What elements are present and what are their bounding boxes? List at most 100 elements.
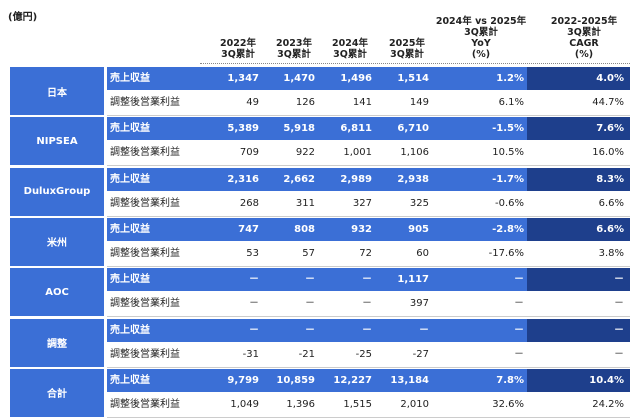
value-cell: 922 xyxy=(295,147,315,159)
value-cell: 149 xyxy=(409,97,429,108)
value-cell: － xyxy=(362,324,372,336)
row-label: 売上収益 xyxy=(110,173,150,185)
value-cell: － xyxy=(514,274,524,286)
value-cell: － xyxy=(514,298,524,310)
row-rule xyxy=(107,115,630,116)
column-header: 2024年 vs 2025年 xyxy=(435,16,527,27)
value-cell: 327 xyxy=(352,197,372,209)
value-cell: 1,396 xyxy=(286,398,315,410)
column-header: YoY xyxy=(471,38,491,49)
value-cell: 932 xyxy=(351,223,372,235)
value-cell: -0.6% xyxy=(494,197,524,209)
column-header: 3Q累計 xyxy=(390,49,424,60)
cagr-band xyxy=(527,368,630,392)
value-cell: 1,001 xyxy=(343,147,372,159)
column-header: 3Q累計 xyxy=(221,49,255,60)
column-header: 2023年 xyxy=(276,38,312,49)
value-cell: 1,470 xyxy=(283,73,315,84)
value-cell: -1.7% xyxy=(492,173,524,185)
row-label: 調整後営業利益 xyxy=(110,298,180,310)
column-header: CAGR xyxy=(569,38,599,49)
segment-name: 調整 xyxy=(10,318,104,367)
value-cell: 126 xyxy=(295,97,315,108)
cagr-band xyxy=(527,167,630,191)
segment-name: 合計 xyxy=(10,368,104,417)
value-cell: － xyxy=(614,298,624,310)
row-label: 売上収益 xyxy=(110,73,150,84)
column-header: 2025年 xyxy=(389,38,425,49)
value-cell: 905 xyxy=(408,223,429,235)
value-cell: 5,918 xyxy=(283,123,315,135)
value-cell: 24.2% xyxy=(592,398,624,410)
row-rule xyxy=(107,215,630,217)
value-cell: 2,316 xyxy=(227,173,259,185)
value-cell: 1,515 xyxy=(343,398,372,410)
value-cell: 1,106 xyxy=(400,147,429,159)
value-cell: － xyxy=(305,298,315,310)
cagr-band xyxy=(527,117,630,141)
column-header: 3Q累計 xyxy=(567,27,601,38)
row-label: 調整後営業利益 xyxy=(110,398,180,410)
column-header: (%) xyxy=(574,49,594,60)
value-cell: 57 xyxy=(302,247,315,259)
value-cell: 6.6% xyxy=(598,197,624,209)
row-label: 売上収益 xyxy=(110,374,150,386)
value-cell: 311 xyxy=(295,197,315,209)
segment-name: 米州 xyxy=(10,217,104,266)
row-rule xyxy=(107,165,630,167)
value-cell: － xyxy=(362,298,372,310)
value-cell: 808 xyxy=(294,223,315,235)
value-cell: － xyxy=(614,274,624,286)
column-header: 3Q累計 xyxy=(277,49,311,60)
value-cell: 1,347 xyxy=(227,73,259,84)
value-cell: 4.0% xyxy=(596,73,624,84)
value-cell: 6.6% xyxy=(596,223,624,235)
column-header: 2022-2025年 xyxy=(550,16,618,27)
value-cell: 10.5% xyxy=(492,147,524,159)
value-cell: － xyxy=(249,298,259,310)
row-band xyxy=(107,318,527,342)
value-cell: 2,989 xyxy=(340,173,372,185)
value-cell: 6,811 xyxy=(340,123,372,135)
value-cell: -25 xyxy=(355,348,372,360)
value-cell: 6,710 xyxy=(397,123,429,135)
column-header: (%) xyxy=(471,49,491,60)
row-label: 売上収益 xyxy=(110,223,150,235)
row-label: 調整後営業利益 xyxy=(110,97,180,108)
value-cell: 2,662 xyxy=(283,173,315,185)
column-header: 3Q累計 xyxy=(464,27,498,38)
value-cell: -31 xyxy=(242,348,259,360)
row-rule xyxy=(107,366,630,368)
value-cell: － xyxy=(514,348,524,360)
value-cell: 72 xyxy=(359,247,372,259)
value-cell: 16.0% xyxy=(592,147,624,159)
value-cell: -27 xyxy=(412,348,429,360)
value-cell: － xyxy=(614,324,624,336)
value-cell: 12,227 xyxy=(333,374,372,386)
value-cell: 1.2% xyxy=(496,73,524,84)
row-label: 調整後営業利益 xyxy=(110,348,180,360)
row-band xyxy=(107,368,527,392)
value-cell: 141 xyxy=(352,97,372,108)
value-cell: 5,389 xyxy=(227,123,259,135)
value-cell: 3.8% xyxy=(598,247,624,259)
value-cell: -2.8% xyxy=(492,223,524,235)
value-cell: 9,799 xyxy=(227,374,259,386)
value-cell: 10.4% xyxy=(589,374,624,386)
row-band xyxy=(107,217,527,241)
value-cell: 7.6% xyxy=(596,123,624,135)
value-cell: － xyxy=(305,274,315,286)
row-rule xyxy=(107,416,630,418)
cagr-band xyxy=(527,318,630,342)
column-header: 3Q累計 xyxy=(333,49,367,60)
value-cell: 13,184 xyxy=(390,374,429,386)
value-cell: 8.3% xyxy=(596,173,624,185)
value-cell: 2,010 xyxy=(400,398,429,410)
row-label: 売上収益 xyxy=(110,324,150,336)
value-cell: 49 xyxy=(246,97,259,108)
row-rule xyxy=(107,316,630,318)
value-cell: 709 xyxy=(239,147,259,159)
header-rule xyxy=(200,63,630,64)
row-label: 調整後営業利益 xyxy=(110,147,180,159)
